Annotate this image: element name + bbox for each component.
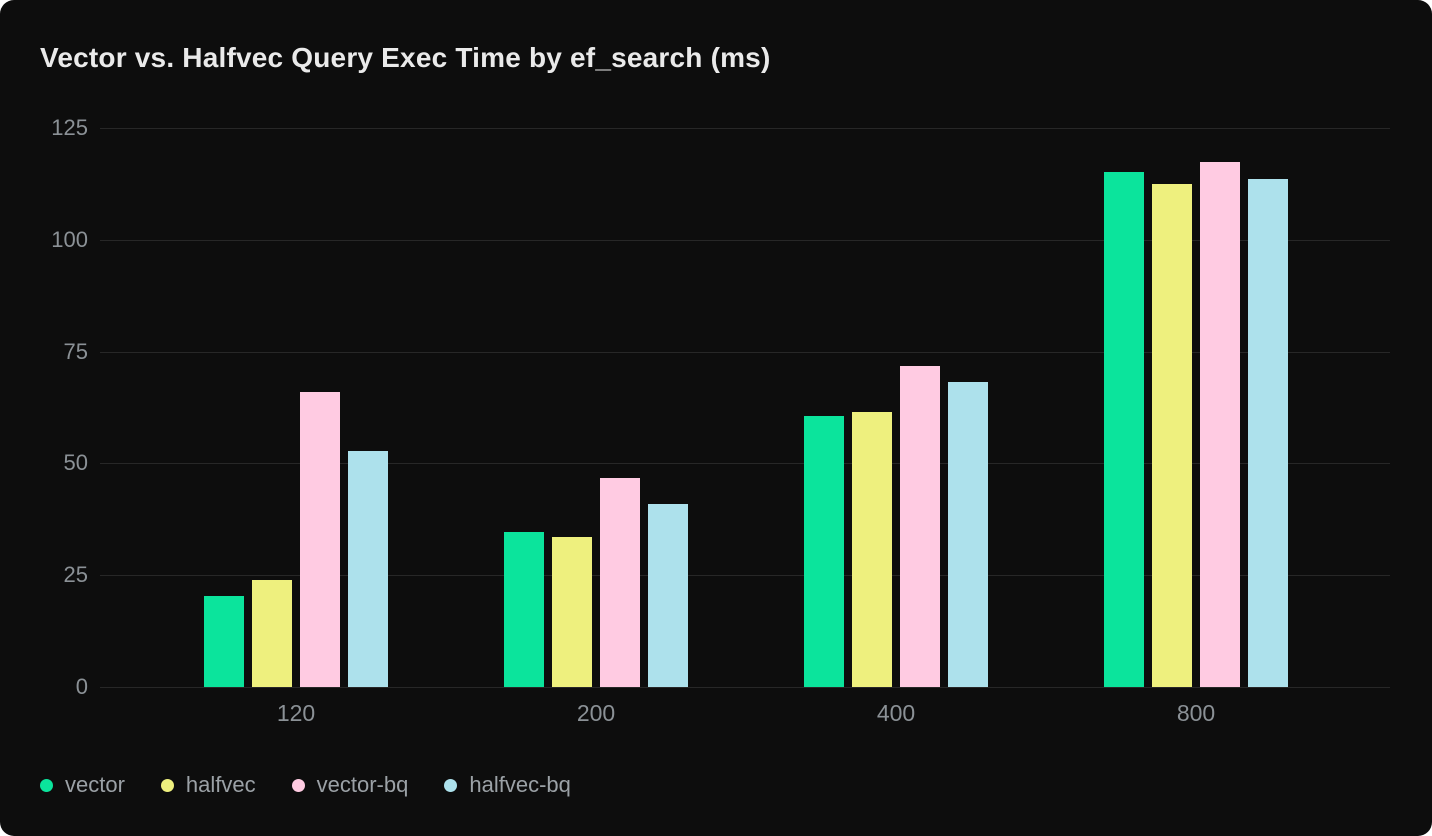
gridline-y-25 <box>100 575 1390 577</box>
y-axis-label-0: 0 <box>75 674 88 699</box>
bar-halfvec-800[interactable] <box>1152 184 1192 687</box>
chart-title: Vector vs. Halfvec Query Exec Time by ef… <box>40 42 771 73</box>
legend: vector halfvec vector-bq halfvec-bq <box>40 770 571 800</box>
bar-group-120 <box>146 128 446 687</box>
x-axis-label-800: 800 <box>1176 700 1216 726</box>
gridline-y-50 <box>100 463 1390 465</box>
bar-halfvec-200[interactable] <box>552 536 592 687</box>
x-axis-label-120: 120 <box>276 700 316 726</box>
bar-halfvec-120[interactable] <box>252 580 292 687</box>
bar-vector-120[interactable] <box>204 596 244 687</box>
y-axis-label-25: 25 <box>63 562 88 588</box>
y-axis-label-125: 125 <box>51 115 88 140</box>
gridline-y-0 <box>100 687 1390 688</box>
x-axis: 120 200 400 800 <box>146 700 1346 727</box>
bar-vector-800[interactable] <box>1104 172 1144 687</box>
y-axis-label-100: 100 <box>51 226 88 252</box>
bar-halfvec-400[interactable] <box>852 412 892 687</box>
plot-area: 0 25 50 75 100 125 <box>51 115 1390 699</box>
bar-vector-bq-400[interactable] <box>900 365 940 687</box>
bar-groups <box>146 128 1346 687</box>
bar-group-400 <box>746 128 1046 687</box>
legend-item-vector-bq[interactable]: vector-bq <box>291 772 409 798</box>
bar-halfvec-bq-800[interactable] <box>1248 178 1288 687</box>
bar-vector-400[interactable] <box>804 416 844 687</box>
legend-dot-icon <box>444 778 458 792</box>
bar-vector-bq-120[interactable] <box>300 391 340 687</box>
gridline-y-100 <box>100 239 1390 241</box>
legend-item-halfvec[interactable]: halfvec <box>160 772 256 798</box>
legend-item-halfvec-bq[interactable]: halfvec-bq <box>444 772 571 798</box>
bar-group-800 <box>1046 128 1346 687</box>
legend-label: vector-bq <box>316 772 409 797</box>
y-axis-label-75: 75 <box>63 338 88 364</box>
legend-dot-icon <box>291 778 305 792</box>
legend-label: halfvec <box>185 772 256 797</box>
legend-dot-icon <box>160 778 174 792</box>
bar-group-200 <box>446 128 746 687</box>
bar-halfvec-bq-120[interactable] <box>348 451 388 687</box>
bar-halfvec-bq-400[interactable] <box>948 382 988 687</box>
legend-dot-icon <box>40 778 53 792</box>
bar-vector-bq-800[interactable] <box>1200 162 1240 687</box>
bar-vector-bq-200[interactable] <box>600 478 640 687</box>
y-axis-label-50: 50 <box>63 450 88 476</box>
x-axis-label-200: 200 <box>576 700 616 726</box>
legend-item-vector[interactable]: vector <box>40 772 125 798</box>
legend-label: vector <box>65 772 125 797</box>
bar-vector-200[interactable] <box>504 532 544 687</box>
gridline-y-75 <box>100 351 1390 353</box>
gridline-y-125 <box>100 128 1390 129</box>
x-axis-label-400: 400 <box>876 700 916 726</box>
legend-label: halfvec-bq <box>469 772 571 797</box>
bar-halfvec-bq-200[interactable] <box>648 504 688 687</box>
